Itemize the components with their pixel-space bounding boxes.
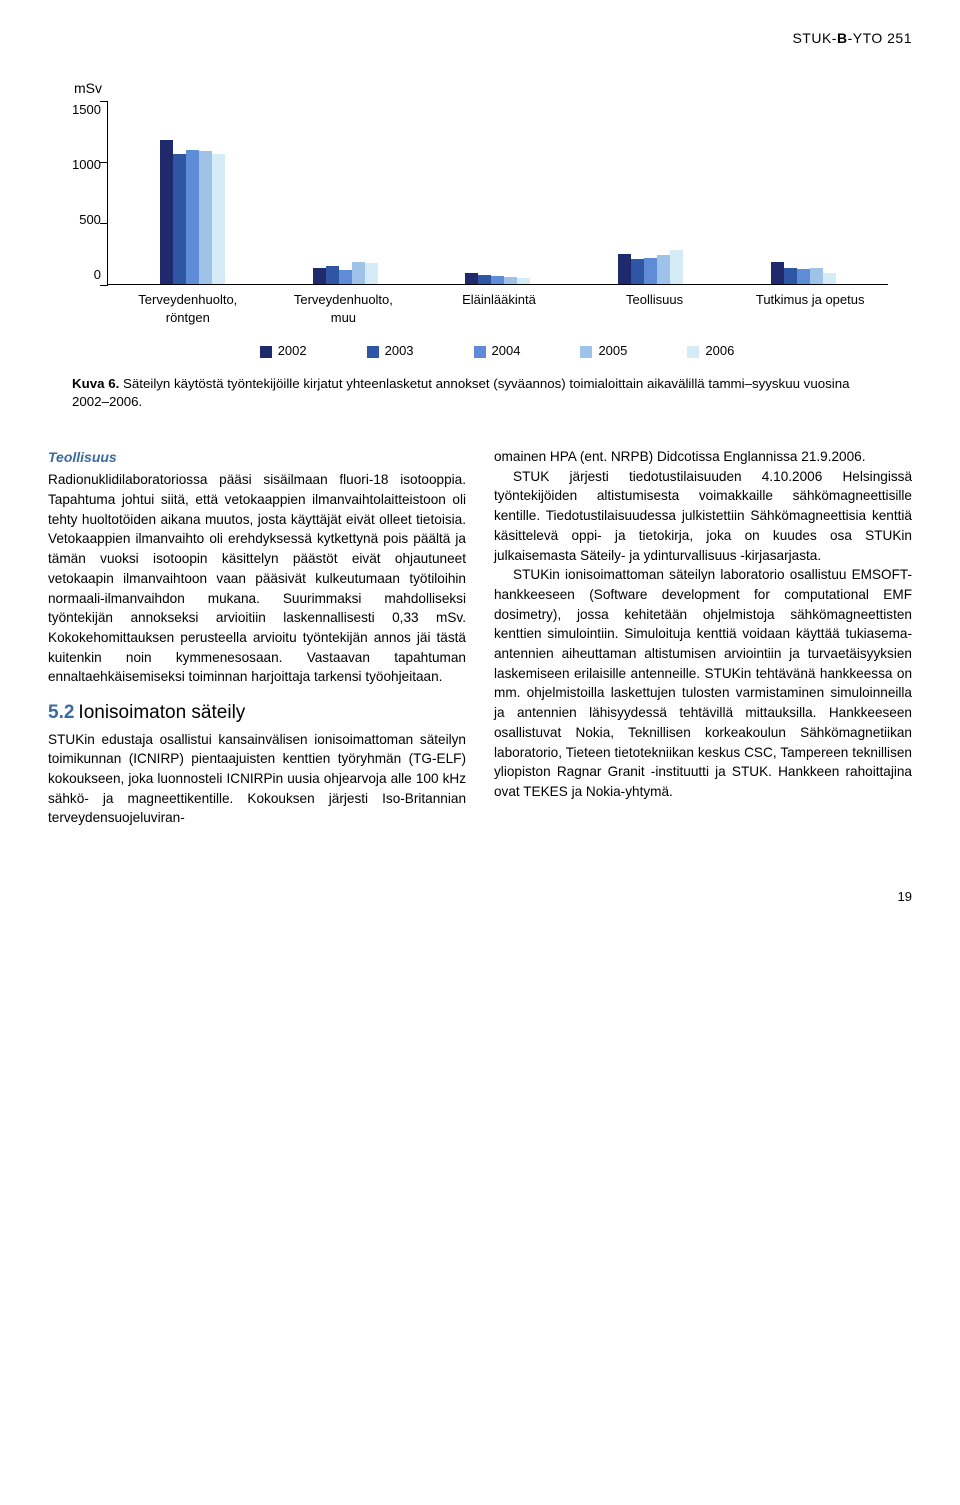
legend-swatch — [474, 346, 486, 358]
x-tick-label: Terveydenhuolto, muu — [266, 291, 422, 329]
section-heading: 5.2Ionisoimaton säteily — [48, 699, 466, 727]
bar — [465, 273, 478, 283]
bar — [186, 150, 199, 284]
bar — [644, 258, 657, 284]
bar — [365, 263, 378, 284]
legend-swatch — [367, 346, 379, 358]
y-tick — [100, 285, 108, 286]
bar — [810, 268, 823, 284]
right-paragraph-2: STUK järjesti tiedotustilaisuuden 4.10.2… — [494, 467, 912, 566]
bar — [618, 254, 631, 283]
bar — [784, 268, 797, 284]
plot-area — [107, 101, 888, 285]
legend-label: 2005 — [598, 342, 627, 361]
legend-item: 2005 — [580, 342, 627, 361]
bar-group — [160, 140, 225, 284]
bar — [173, 154, 186, 284]
bar — [670, 250, 683, 283]
page-number: 19 — [48, 888, 912, 907]
legend-item: 2004 — [474, 342, 521, 361]
x-tick-label: Terveydenhuolto, röntgen — [110, 291, 266, 329]
x-tick-label: Teollisuus — [577, 291, 733, 329]
bar — [657, 255, 670, 284]
y-tick — [100, 162, 108, 163]
bar — [797, 269, 810, 284]
y-axis-labels: 1500 1000 500 0 — [72, 101, 107, 285]
legend-swatch — [580, 346, 592, 358]
bar-group — [465, 273, 530, 283]
figure-caption-text: Säteilyn käytöstä työntekijöille kirjatu… — [72, 376, 850, 409]
bar — [339, 270, 352, 283]
legend-item: 2002 — [260, 342, 307, 361]
legend-item: 2003 — [367, 342, 414, 361]
bar — [631, 259, 644, 284]
right-column: omainen HPA (ent. NRPB) Didcotissa Engla… — [494, 447, 912, 828]
left-paragraph-1: Radionuklidilaboratoriossa pääsi sisäilm… — [48, 470, 466, 687]
bar-group — [618, 250, 683, 283]
legend-item: 2006 — [687, 342, 734, 361]
bar — [326, 266, 339, 283]
x-tick-label: Eläinlääkintä — [421, 291, 577, 329]
figure-number: Kuva 6. — [72, 376, 119, 391]
y-tick — [100, 101, 108, 102]
legend-label: 2006 — [705, 342, 734, 361]
figure-caption: Kuva 6. Säteilyn käytöstä työntekijöille… — [72, 375, 888, 411]
y-tick — [100, 223, 108, 224]
legend: 2002 2003 2004 2005 2006 — [106, 342, 888, 361]
legend-label: 2003 — [385, 342, 414, 361]
y-tick-label: 1000 — [72, 156, 101, 175]
bar — [313, 268, 326, 284]
left-paragraph-2: STUKin edustaja osallistui kansainvälise… — [48, 730, 466, 829]
bar — [352, 262, 365, 284]
x-axis-labels: Terveydenhuolto, röntgenTerveydenhuolto,… — [110, 285, 888, 329]
dose-chart: mSv 1500 1000 500 0 Terveydenhuolto, röntge… — [72, 78, 888, 361]
bar — [212, 154, 225, 284]
bar-group — [313, 262, 378, 284]
left-column: Teollisuus Radionuklidilaboratoriossa pä… — [48, 447, 466, 828]
report-code: STUK-B-YTO 251 — [48, 28, 912, 48]
legend-label: 2002 — [278, 342, 307, 361]
bar — [823, 273, 836, 283]
y-tick-label: 0 — [94, 266, 101, 285]
y-tick-label: 500 — [79, 211, 101, 230]
legend-swatch — [687, 346, 699, 358]
y-axis-unit: mSv — [74, 78, 888, 98]
subheading-teollisuus: Teollisuus — [48, 447, 466, 467]
bar — [491, 276, 504, 284]
legend-swatch — [260, 346, 272, 358]
bar — [504, 277, 517, 284]
x-tick-label: Tutkimus ja opetus — [732, 291, 888, 329]
bar — [771, 262, 784, 284]
section-number: 5.2 — [48, 702, 74, 723]
bar — [517, 278, 530, 284]
right-paragraph-3: STUKin ionisoimattoman säteilyn laborato… — [494, 565, 912, 801]
bar-group — [771, 262, 836, 284]
bar — [160, 140, 173, 284]
right-paragraph-1: omainen HPA (ent. NRPB) Didcotissa Engla… — [494, 447, 912, 467]
y-tick-label: 1500 — [72, 101, 101, 120]
bar — [478, 275, 491, 284]
legend-label: 2004 — [492, 342, 521, 361]
bar — [199, 151, 212, 283]
section-title: Ionisoimaton säteily — [78, 702, 245, 723]
